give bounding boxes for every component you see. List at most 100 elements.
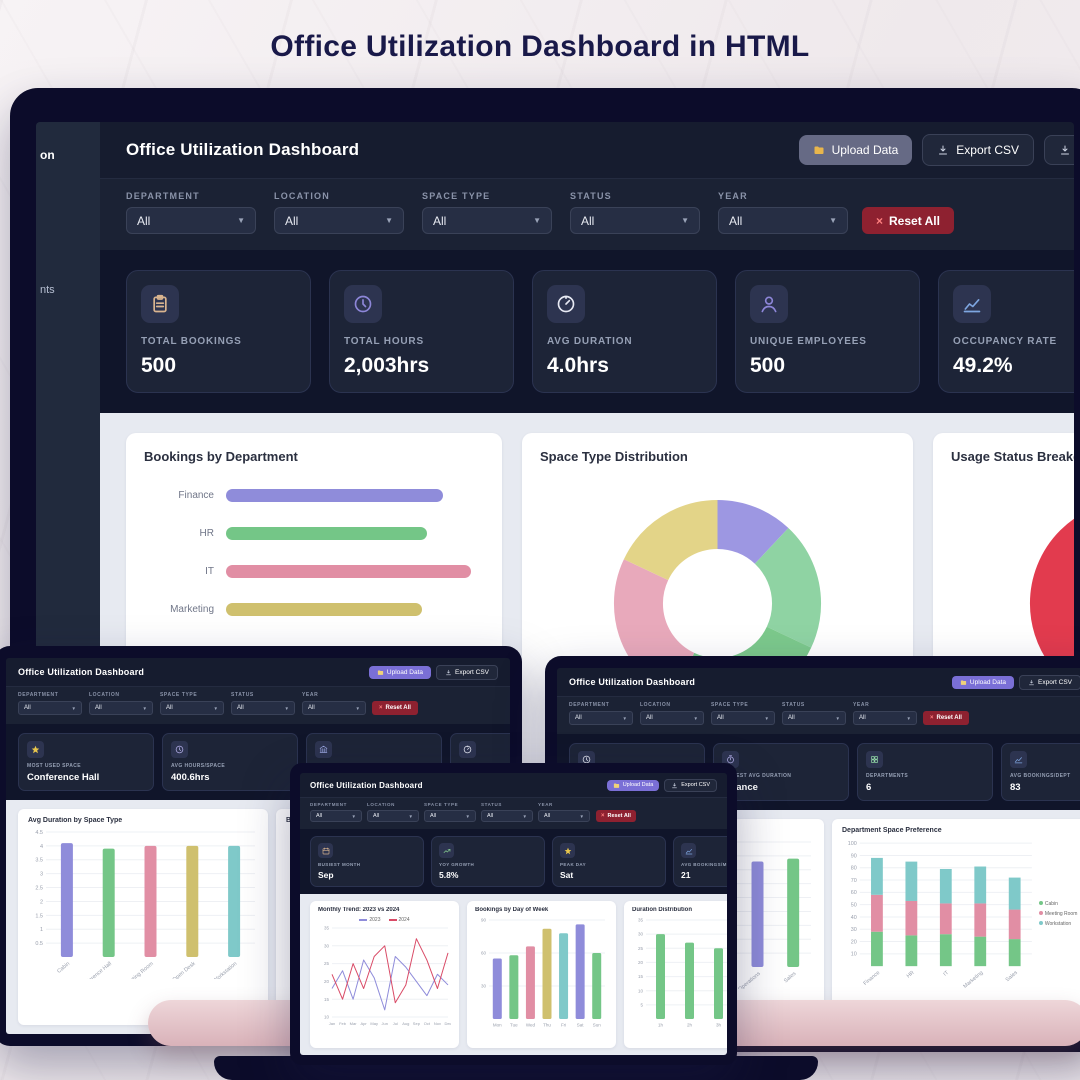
export-csv-label: Export CSV [681,782,710,788]
center-dashboard: Office Utilization Dashboard Upload Data… [300,773,727,1055]
kpi-icon-box [866,751,883,768]
filter-select[interactable]: All ▼ [302,701,366,715]
filter-select[interactable]: All ▼ [782,711,846,725]
filter-select[interactable]: All ▼ [853,711,917,725]
filter-label: LOCATION [640,702,671,708]
svg-text:Sep: Sep [413,1021,421,1026]
kpi-icon [685,847,693,855]
kpi-icon [353,294,373,314]
dashboard-title: Office Utilization Dashboard [126,140,360,159]
svg-text:Mon: Mon [493,1023,502,1028]
filter-label: YEAR [718,191,748,201]
svg-text:2: 2 [40,899,43,905]
kpi-icon [1014,755,1023,764]
kpi-value: 400.6hrs [171,772,210,783]
filter-label: LOCATION [367,802,395,807]
filter-groups: DEPARTMENT All ▼ LOCATION All [126,191,848,234]
sidebar-item[interactable]: nts [40,284,55,296]
kpi-card: UNIQUE EMPLOYEES 500 [735,270,920,393]
svg-text:60: 60 [481,951,487,956]
chart-title: Usage Status Breakdown [951,449,1074,464]
dashboard-title: Office Utilization Dashboard [569,677,696,687]
chevron-down-icon: ▼ [351,813,356,819]
kpi-value: Sep [318,870,334,880]
filter-bar: DEPARTMENT All ▼ LOCATION All [6,687,510,724]
filter-select[interactable]: All ▼ [481,810,533,822]
svg-text:Mar: Mar [350,1021,358,1026]
folder-icon [613,782,620,789]
svg-text:Finance: Finance [863,970,882,987]
export-csv-button[interactable]: Export CSV [436,664,498,680]
chart-svg: 10 20 30 40 50 60 70 80 90 100 Finance HR IT Marketin… [848,841,1032,989]
sidebar-item[interactable]: on [40,148,55,162]
svg-text:Jun: Jun [382,1021,388,1026]
chart-canvas: 51015202530351h2h3h4h [632,917,727,1029]
chevron-down-icon: ▼ [693,715,698,721]
reset-all-button[interactable]: × Reset All [862,207,954,234]
filter-select[interactable]: All ▼ [711,711,775,725]
export-csv-label: Export CSV [455,668,489,676]
kpi-label: TOTAL HOURS [344,336,424,347]
filter-select[interactable]: All ▼ [640,711,704,725]
filter-select[interactable]: All ▼ [160,701,224,715]
chevron-down-icon: ▼ [533,216,541,225]
filter-select[interactable]: All ▼ [18,701,82,715]
filter-select[interactable]: All ▼ [570,207,700,234]
filter-select[interactable]: All ▼ [718,207,848,234]
chevron-down-icon: ▼ [142,705,147,711]
filter-select[interactable]: All ▼ [422,207,552,234]
filter-select[interactable]: All ▼ [569,711,633,725]
export-csv-button[interactable]: Export CSV [664,778,717,792]
filter-select[interactable]: All ▼ [424,810,476,822]
reset-all-button[interactable]: × Reset All [372,701,418,715]
kpi-value: 4.0hrs [547,354,609,377]
chart-canvas [951,476,1074,731]
kpi-icon-box [681,843,696,858]
filter-group: DEPARTMENT All ▼ [569,702,633,725]
filter-groups: DEPARTMENT All ▼ LOCATION All [569,702,917,725]
filter-group: STATUS All ▼ [231,692,295,715]
upload-data-button[interactable]: Upload Data [951,675,1015,689]
chart-svg: 30 60 90 Mon Tue Wed Thu Fri Sat Sun [481,918,605,1028]
header-buttons: Upload Data Export CSV [606,778,717,792]
filter-select[interactable]: All ▼ [274,207,404,234]
filter-select[interactable]: All ▼ [310,810,362,822]
filter-select[interactable]: All ▼ [538,810,590,822]
chart-canvas: 10 20 30 40 50 60 70 80 90 100 Finance HR IT Marketin… [842,839,1080,989]
svg-text:25: 25 [638,946,644,951]
svg-text:20: 20 [851,939,857,945]
filter-value: All [544,813,551,819]
filter-value: All [24,705,31,711]
upload-data-label: Upload Data [622,782,654,788]
kpi-card: MOST USED SPACE Conference Hall [18,733,154,791]
chevron-down-icon: ▼ [681,216,689,225]
kpi-icon-box [141,285,179,323]
upload-data-button[interactable]: Upload Data [368,665,432,679]
chart-legend: 2023 2024 [318,917,451,923]
laptop-center: Office Utilization Dashboard Upload Data… [290,763,737,1065]
upload-data-button[interactable]: Upload Data [606,779,660,791]
upload-data-label: Upload Data [969,678,1007,686]
kpi-label: DEPARTMENTS [866,773,909,779]
reset-all-button[interactable]: × Reset All [923,711,969,725]
chart-title: Space Type Distribution [540,449,688,464]
svg-text:10: 10 [324,1015,330,1020]
filter-select[interactable]: All ▼ [89,701,153,715]
download-icon [1028,679,1035,686]
reset-all-button[interactable]: × Reset All [596,810,636,822]
filter-label: SPACE TYPE [424,802,459,807]
filter-value: All [166,705,173,711]
svg-text:Conference Hall: Conference Hall [79,961,113,979]
filter-select[interactable]: All ▼ [126,207,256,234]
filter-bar: DEPARTMENT All ▼ LOCATION All [557,697,1080,734]
partial-button[interactable] [1044,135,1074,165]
filter-label: YEAR [302,692,319,698]
dashboard-header: Office Utilization Dashboard Upload Data… [300,773,727,798]
export-csv-button[interactable]: Export CSV [922,134,1034,166]
filter-select[interactable]: All ▼ [231,701,295,715]
svg-text:IT: IT [943,970,951,978]
upload-data-button[interactable]: Upload Data [798,135,913,165]
filter-select[interactable]: All ▼ [367,810,419,822]
chevron-down-icon: ▼ [579,813,584,819]
export-csv-button[interactable]: Export CSV [1019,674,1080,690]
